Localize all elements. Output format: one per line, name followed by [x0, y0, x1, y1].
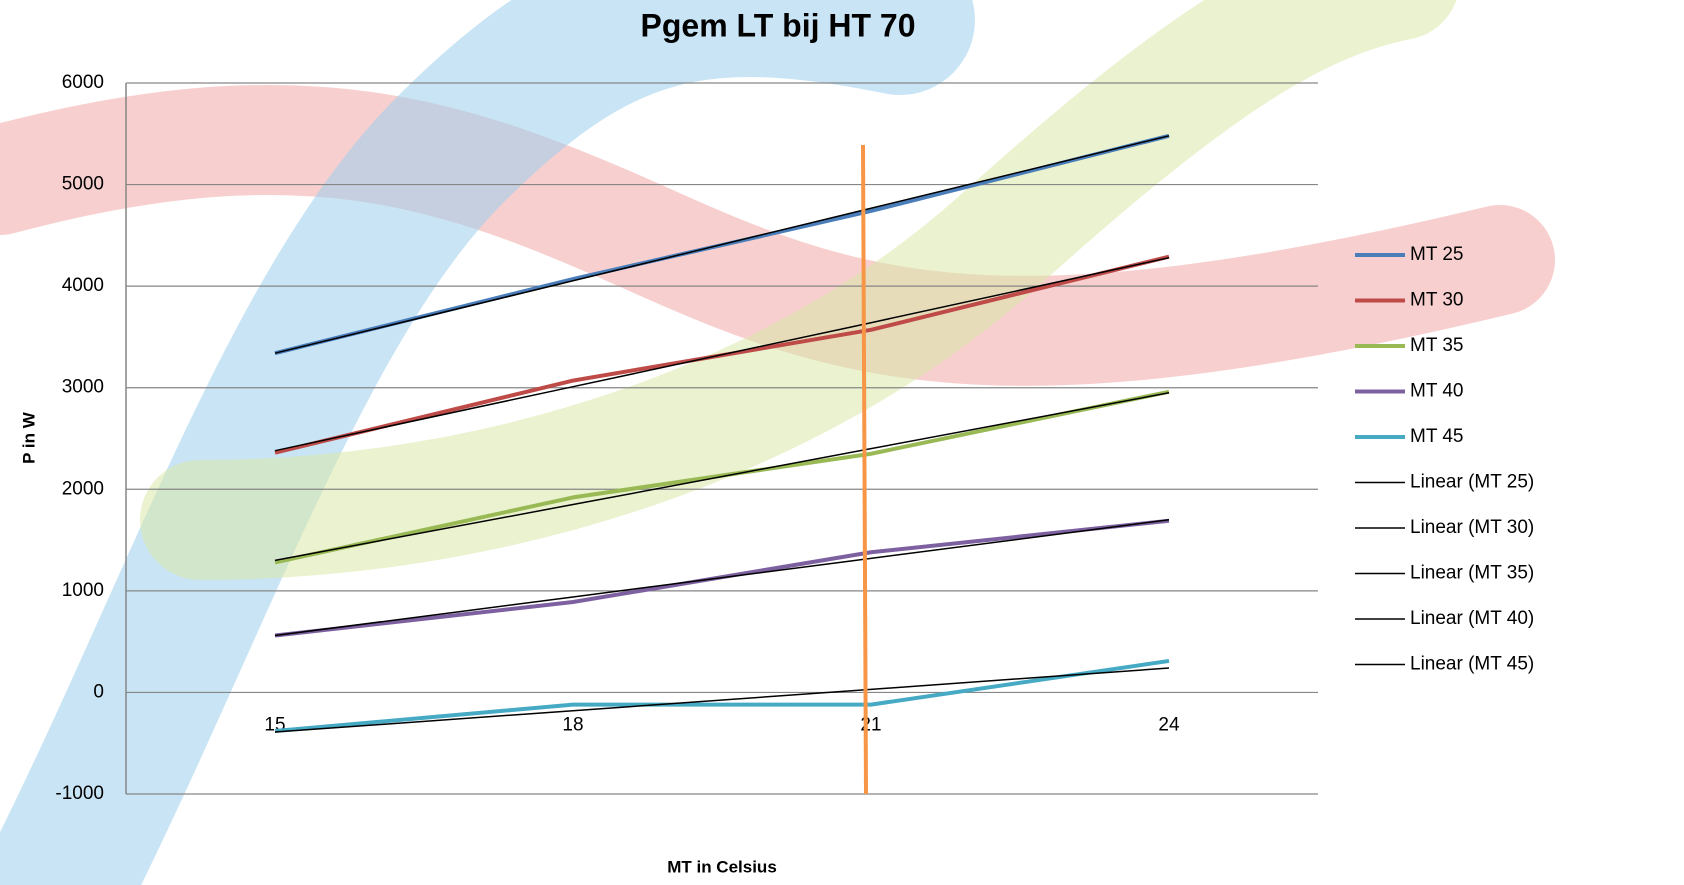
chart-title: Pgem LT bij HT 70 [641, 7, 916, 43]
x-tick-label: 21 [860, 714, 881, 735]
series-line [274, 392, 1170, 562]
legend-label: Linear (MT 40) [1410, 608, 1534, 629]
legend-label: Linear (MT 35) [1410, 563, 1534, 584]
legend-label: MT 35 [1410, 335, 1464, 356]
y-tick-label: 2000 [62, 478, 104, 499]
ribbon [140, 0, 1457, 580]
legend-label: MT 30 [1410, 290, 1464, 311]
ribbon [0, 85, 1555, 386]
x-tick-label: 18 [562, 714, 583, 735]
y-tick-label: 3000 [62, 377, 104, 398]
series-line [274, 519, 1170, 637]
y-tick-label: 4000 [62, 275, 104, 296]
marker-line [861, 144, 868, 795]
y-axis-title: P in W [19, 411, 38, 464]
y-tick-label: 0 [93, 681, 104, 702]
legend-label: Linear (MT 25) [1410, 472, 1534, 493]
legend-label: MT 40 [1410, 381, 1464, 402]
series-line [274, 256, 1170, 452]
series-line [274, 389, 1170, 565]
y-tick-label: -1000 [55, 783, 104, 804]
x-tick-label: 24 [1158, 714, 1180, 735]
y-tick-label: 5000 [62, 174, 104, 195]
legend-label: Linear (MT 45) [1410, 654, 1534, 675]
x-axis-title: MT in Celsius [667, 857, 777, 876]
legend-label: MT 25 [1410, 244, 1464, 265]
series-line [274, 135, 1170, 354]
series-line [274, 658, 1170, 734]
legend-label: Linear (MT 30) [1410, 517, 1534, 538]
series-line [274, 667, 1170, 733]
y-tick-label: 1000 [62, 580, 104, 601]
ribbon [0, 0, 975, 885]
legend-label: MT 45 [1410, 426, 1464, 447]
y-tick-label: 6000 [62, 72, 104, 93]
background-ribbons [0, 0, 1555, 885]
